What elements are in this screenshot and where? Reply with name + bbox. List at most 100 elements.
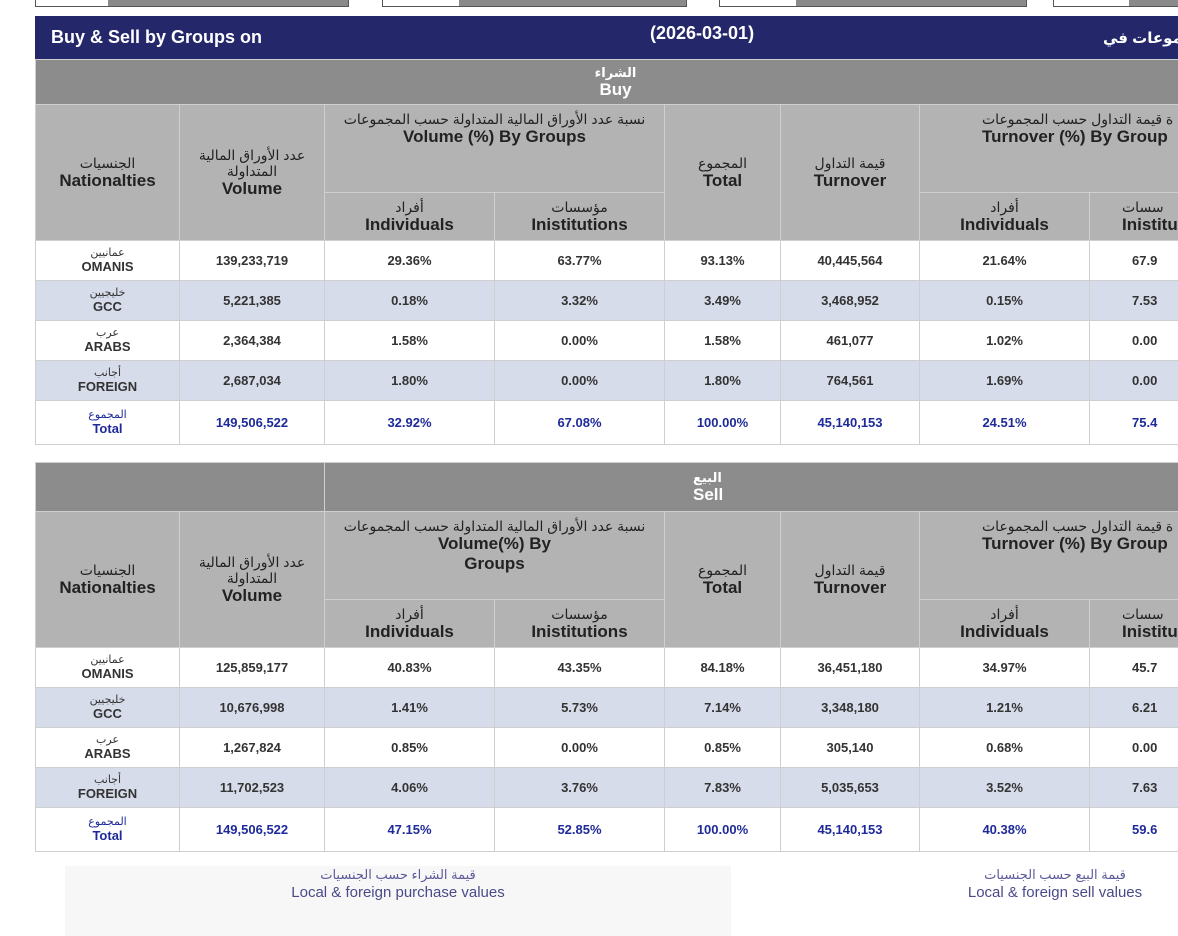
buy-table: الشراء Buy الجنسيات Nationalties عدد الأو…	[34, 59, 1178, 445]
total-row: المجموع Total 149,506,522 47.15% 52.85% 100.0…	[35, 807, 1178, 852]
vol-institutions-cell: 43.35%	[494, 647, 665, 688]
vol-institutions-cell: 3.76%	[494, 767, 665, 808]
turn-individuals-cell: 24.51%	[919, 400, 1090, 445]
top-field-4[interactable]	[1053, 0, 1178, 7]
col-turn-individuals: أفراد Individuals	[919, 599, 1090, 648]
volume-cell: 149,506,522	[179, 807, 325, 852]
turn-institutions-cell: 0.00	[1088, 360, 1178, 401]
vol-individuals-cell: 0.85%	[324, 727, 495, 768]
vol-institutions-cell: 3.32%	[494, 280, 665, 321]
top-field-1[interactable]	[35, 0, 349, 7]
col-turn-institutions: سسات Inistitu	[1088, 192, 1178, 241]
col-nationalities: الجنسيات Nationalties	[35, 511, 180, 648]
sell-band: البيع Sell	[323, 462, 1178, 512]
col-nationalities: الجنسيات Nationalties	[35, 104, 180, 241]
sell-table: البيع Sell الجنسيات Nationalties عدد الأو…	[35, 462, 1178, 852]
turn-individuals-cell: 1.02%	[919, 320, 1090, 361]
col-vol-individuals: أفراد Individuals	[324, 599, 495, 648]
vol-individuals-cell: 40.83%	[324, 647, 495, 688]
total-cell: 1.80%	[664, 360, 781, 401]
sell-band-left	[35, 462, 325, 512]
total-cell: 100.00%	[664, 807, 781, 852]
col-turnover-pct: ة قيمة التداول حسب المجموعات Turnover (%)…	[918, 511, 1178, 600]
nationality-cell: المجموع Total	[35, 807, 180, 852]
vol-individuals-cell: 1.41%	[324, 687, 495, 728]
vol-institutions-cell: 63.77%	[494, 240, 665, 281]
turn-institutions-cell: 75.4	[1088, 400, 1178, 445]
vol-individuals-cell: 1.58%	[324, 320, 495, 361]
turnover-cell: 45,140,153	[780, 807, 920, 852]
col-turnover: قيمة التداول Turnover	[780, 104, 920, 241]
total-cell: 7.14%	[664, 687, 781, 728]
vol-individuals-cell: 0.18%	[324, 280, 495, 321]
col-total: المجموع Total	[664, 104, 781, 241]
table-row: أجانب FOREIGN 2,687,034 1.80% 0.00% 1.80% 764,…	[35, 360, 1178, 401]
turn-individuals-cell: 1.69%	[919, 360, 1090, 401]
total-row: المجموع Total 149,506,522 32.92% 67.08% 100.0…	[35, 400, 1178, 445]
table-row: عمانيين OMANIS 139,233,719 29.36% 63.77% 93.1…	[35, 240, 1178, 281]
turnover-cell: 3,348,180	[780, 687, 920, 728]
vol-institutions-cell: 67.08%	[494, 400, 665, 445]
turn-institutions-cell: 7.63	[1088, 767, 1178, 808]
turnover-cell: 5,035,653	[780, 767, 920, 808]
turn-institutions-cell: 0.00	[1088, 727, 1178, 768]
volume-cell: 149,506,522	[179, 400, 325, 445]
volume-cell: 2,687,034	[179, 360, 325, 401]
col-volume-pct: نسبة عدد الأوراق المالية المتداولة حسب ا…	[324, 511, 665, 600]
table-row: خليجيين GCC 10,676,998 1.41% 5.73% 7.14% 3,348…	[35, 687, 1178, 728]
vol-institutions-cell: 0.00%	[494, 320, 665, 361]
col-turn-institutions: سسات Inistitu	[1088, 599, 1178, 648]
volume-cell: 10,676,998	[179, 687, 325, 728]
volume-cell: 139,233,719	[179, 240, 325, 281]
vol-individuals-cell: 4.06%	[324, 767, 495, 808]
purchase-chart-caption: قيمة الشراء حسب الجنسيات Local & foreign…	[65, 866, 731, 936]
col-vol-institutions: مؤسسات Inistitutions	[494, 599, 665, 648]
turn-institutions-cell: 67.9	[1088, 240, 1178, 281]
table-row: خليجيين GCC 5,221,385 0.18% 3.32% 3.49% 3,468,…	[35, 280, 1178, 321]
turn-institutions-cell: 0.00	[1088, 320, 1178, 361]
volume-cell: 125,859,177	[179, 647, 325, 688]
col-turnover: قيمة التداول Turnover	[780, 511, 920, 648]
turn-institutions-cell: 59.6	[1088, 807, 1178, 852]
turnover-cell: 461,077	[780, 320, 920, 361]
turn-individuals-cell: 40.38%	[919, 807, 1090, 852]
table-row: عرب ARABS 1,267,824 0.85% 0.00% 0.85% 305,140 0…	[35, 727, 1178, 768]
col-volume: عدد الأوراق المالية المتداولة Volume	[179, 511, 325, 648]
top-field-2[interactable]	[382, 0, 687, 7]
vol-individuals-cell: 47.15%	[324, 807, 495, 852]
turnover-cell: 40,445,564	[780, 240, 920, 281]
buy-rows: عمانيين OMANIS 139,233,719 29.36% 63.77% 93.1…	[35, 240, 1178, 445]
vol-individuals-cell: 29.36%	[324, 240, 495, 281]
sell-chart-caption: قيمة البيع حسب الجنسيات Local & foreign …	[890, 866, 1178, 936]
turn-individuals-cell: 0.68%	[919, 727, 1090, 768]
turn-institutions-cell: 6.21	[1088, 687, 1178, 728]
nationality-cell: عمانيين OMANIS	[35, 647, 180, 688]
table-row: عمانيين OMANIS 125,859,177 40.83% 43.35% 84.1…	[35, 647, 1178, 688]
report-date: (2026-03-01)	[650, 23, 755, 43]
col-turnover-pct: ة قيمة التداول حسب المجموعات Turnover (%)…	[918, 104, 1178, 193]
volume-cell: 11,702,523	[179, 767, 325, 808]
table-row: عرب ARABS 2,364,384 1.58% 0.00% 1.58% 461,077 1…	[35, 320, 1178, 361]
turnover-cell: 764,561	[780, 360, 920, 401]
total-cell: 3.49%	[664, 280, 781, 321]
turnover-cell: 305,140	[780, 727, 920, 768]
vol-individuals-cell: 1.80%	[324, 360, 495, 401]
turn-individuals-cell: 1.21%	[919, 687, 1090, 728]
volume-cell: 2,364,384	[179, 320, 325, 361]
total-cell: 93.13%	[664, 240, 781, 281]
vol-individuals-cell: 32.92%	[324, 400, 495, 445]
volume-cell: 1,267,824	[179, 727, 325, 768]
nationality-cell: خليجيين GCC	[35, 280, 180, 321]
col-total: المجموع Total	[664, 511, 781, 648]
top-field-3[interactable]	[719, 0, 1027, 7]
sell-rows: عمانيين OMANIS 125,859,177 40.83% 43.35% 84.1…	[35, 647, 1178, 852]
turn-individuals-cell: 34.97%	[919, 647, 1090, 688]
turnover-cell: 45,140,153	[780, 400, 920, 445]
col-volume-pct: نسبة عدد الأوراق المالية المتداولة حسب ا…	[324, 104, 665, 193]
turnover-cell: 3,468,952	[780, 280, 920, 321]
col-vol-institutions: مؤسسات Inistitutions	[494, 192, 665, 241]
volume-cell: 5,221,385	[179, 280, 325, 321]
total-cell: 1.58%	[664, 320, 781, 361]
nationality-cell: عرب ARABS	[35, 320, 180, 361]
buy-band: الشراء Buy	[34, 59, 1178, 105]
